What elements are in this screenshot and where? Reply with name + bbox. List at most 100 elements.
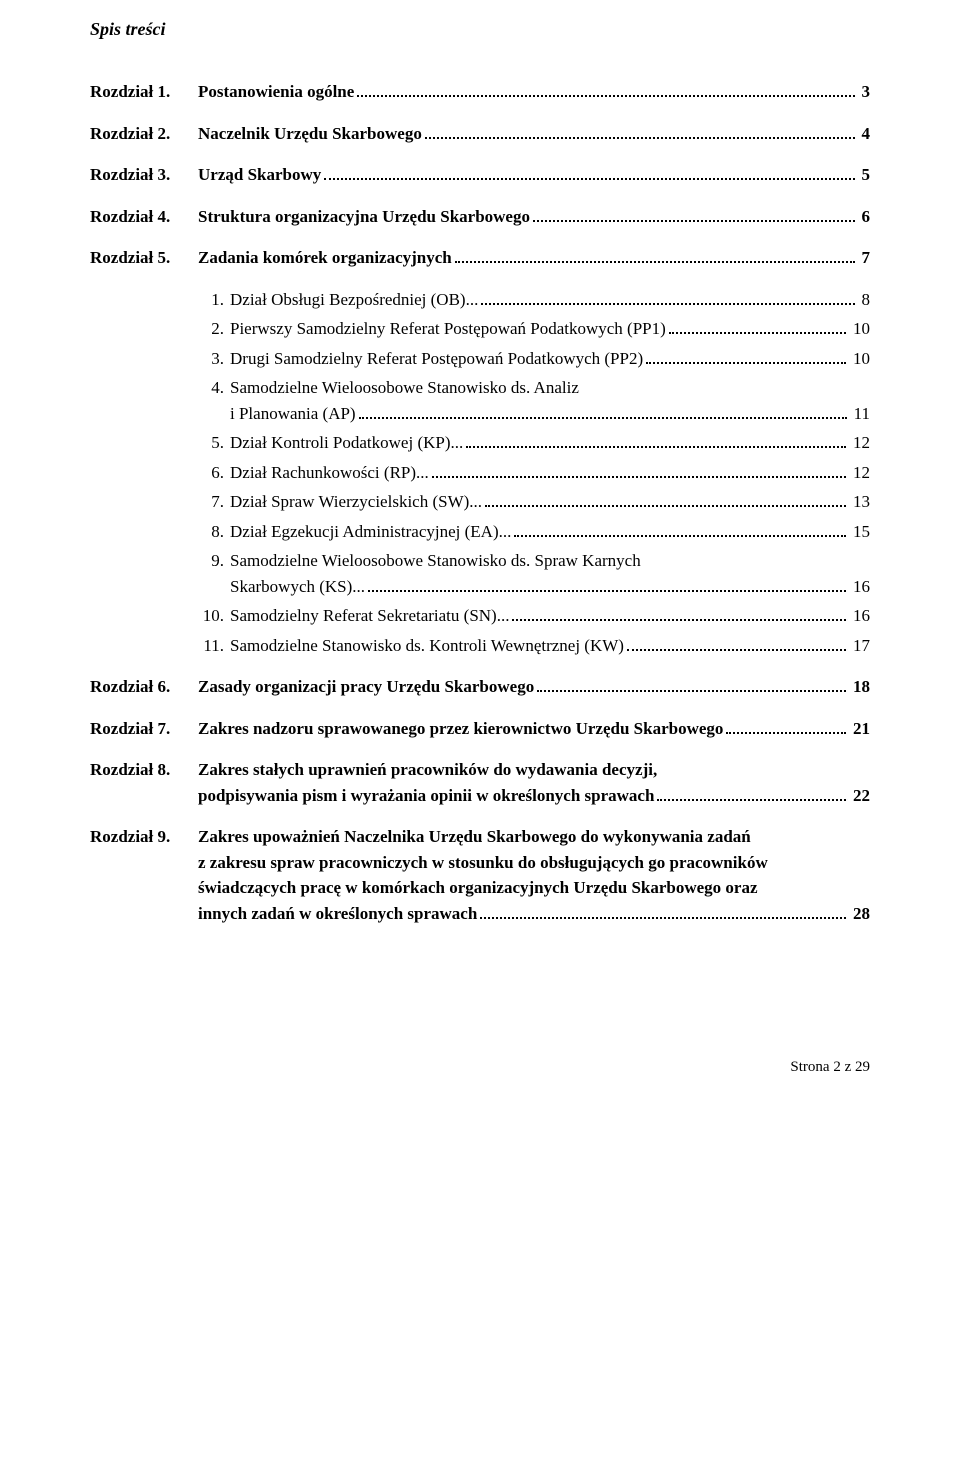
subitem-page: 12 <box>849 430 870 456</box>
chapter-title: Struktura organizacyjna Urzędu Skarboweg… <box>198 204 530 230</box>
chapter-title: Zasady organizacji pracy Urzędu Skarbowe… <box>198 674 534 700</box>
subitem-number: 4. <box>198 375 230 401</box>
leader-dots <box>359 407 847 419</box>
leader-dots <box>485 495 846 507</box>
toc-subitem: 6.Dział Rachunkowości (RP)... 12 <box>198 460 870 486</box>
subitem-number: 5. <box>198 430 230 456</box>
leader-dots <box>537 680 846 692</box>
chapter-page: 18 <box>849 674 870 700</box>
toc-chapter-row: Rozdział 8.Zakres stałych uprawnień prac… <box>90 757 870 808</box>
leader-dots <box>726 722 846 734</box>
toc-subitem: 1.Dział Obsługi Bezpośredniej (OB)... 8 <box>198 287 870 313</box>
leader-dots <box>669 322 846 334</box>
subitem-page: 10 <box>849 346 870 372</box>
subitem-page: 10 <box>849 316 870 342</box>
subitem-text: Dział Rachunkowości (RP)... <box>230 460 429 486</box>
leader-dots <box>466 436 846 448</box>
chapter-title: Zadania komórek organizacyjnych <box>198 245 452 271</box>
subitem-number: 1. <box>198 287 230 313</box>
toc-chapter-row: Rozdział 9.Zakres upoważnień Naczelnika … <box>90 824 870 926</box>
subitem-page: 15 <box>849 519 870 545</box>
subitem-number: 10. <box>198 603 230 629</box>
subitem-number: 2. <box>198 316 230 342</box>
leader-dots <box>368 580 846 592</box>
chapter-label: Rozdział 9. <box>90 824 198 850</box>
toc-subitem: 3.Drugi Samodzielny Referat Postępowań P… <box>198 346 870 372</box>
toc-chapter-row: Rozdział 4.Struktura organizacyjna Urzęd… <box>90 204 870 230</box>
chapter-label: Rozdział 3. <box>90 162 198 188</box>
subitem-page: 16 <box>849 603 870 629</box>
subitem-text: Dział Egzekucji Administracyjnej (EA)... <box>230 519 511 545</box>
toc-subitem: 5.Dział Kontroli Podatkowej (KP)... 12 <box>198 430 870 456</box>
chapter-title: świadczących pracę w komórkach organizac… <box>198 875 758 901</box>
chapter-page: 21 <box>849 716 870 742</box>
chapter-title: Urząd Skarbowy <box>198 162 321 188</box>
toc-chapter-row: Rozdział 1.Postanowienia ogólne3 <box>90 79 870 105</box>
toc-subitem: 4.Samodzielne Wieloosobowe Stanowisko ds… <box>198 375 870 426</box>
subitem-page: 13 <box>849 489 870 515</box>
chapter-label: Rozdział 1. <box>90 79 198 105</box>
leader-dots <box>512 609 846 621</box>
chapter-page: 28 <box>849 901 870 927</box>
subitem-number: 8. <box>198 519 230 545</box>
chapter-label: Rozdział 5. <box>90 245 198 271</box>
toc-subitem: 2.Pierwszy Samodzielny Referat Postępowa… <box>198 316 870 342</box>
chapter-label: Rozdział 6. <box>90 674 198 700</box>
toc-subitem: 9.Samodzielne Wieloosobowe Stanowisko ds… <box>198 548 870 599</box>
subitem-page: 17 <box>849 633 870 659</box>
leader-dots <box>425 127 855 139</box>
toc-chapters-bottom: Rozdział 6.Zasady organizacji pracy Urzę… <box>90 674 870 926</box>
subitem-text: Dział Kontroli Podatkowej (KP)... <box>230 430 463 456</box>
leader-dots <box>324 168 854 180</box>
leader-dots <box>432 466 846 478</box>
chapter-title: Zakres stałych uprawnień pracowników do … <box>198 757 657 783</box>
subitem-text: Samodzielne Wieloosobowe Stanowisko ds. … <box>230 548 641 574</box>
chapter-title: Postanowienia ogólne <box>198 79 354 105</box>
chapter-title: Zakres nadzoru sprawowanego przez kierow… <box>198 716 723 742</box>
chapter-label: Rozdział 7. <box>90 716 198 742</box>
toc-sublist: 1.Dział Obsługi Bezpośredniej (OB)... 8 2.… <box>198 287 870 659</box>
chapter-page: 6 <box>858 204 871 230</box>
subitem-number: 6. <box>198 460 230 486</box>
subitem-number: 3. <box>198 346 230 372</box>
chapter-title: Naczelnik Urzędu Skarbowego <box>198 121 422 147</box>
chapter-page: 22 <box>849 783 870 809</box>
subitem-number: 9. <box>198 548 230 574</box>
chapter-page: 7 <box>858 245 871 271</box>
subitem-text: Dział Spraw Wierzycielskich (SW)... <box>230 489 482 515</box>
subitem-text: Skarbowych (KS)... <box>230 574 365 600</box>
subitem-text: i Planowania (AP) <box>230 401 356 427</box>
leader-dots <box>657 789 846 801</box>
toc-subitem: 8.Dział Egzekucji Administracyjnej (EA).… <box>198 519 870 545</box>
leader-dots <box>357 85 854 97</box>
subitem-text: Pierwszy Samodzielny Referat Postępowań … <box>230 316 666 342</box>
toc-header: Spis treści <box>90 16 870 43</box>
toc-chapter-row: Rozdział 5.Zadania komórek organizacyjny… <box>90 245 870 271</box>
toc-chapter-row: Rozdział 7.Zakres nadzoru sprawowanego p… <box>90 716 870 742</box>
chapter-page: 5 <box>858 162 871 188</box>
leader-dots <box>533 210 855 222</box>
chapter-title: innych zadań w określonych sprawach <box>198 901 477 927</box>
toc-subitem: 7.Dział Spraw Wierzycielskich (SW)... 13 <box>198 489 870 515</box>
toc-subitem: 10.Samodzielny Referat Sekretariatu (SN)… <box>198 603 870 629</box>
subitem-text: Samodzielne Stanowisko ds. Kontroli Wewn… <box>230 633 624 659</box>
chapter-page: 4 <box>858 121 871 147</box>
leader-dots <box>646 352 846 364</box>
page-footer: Strona 2 z 29 <box>90 1056 870 1079</box>
subitem-number: 7. <box>198 489 230 515</box>
subitem-page: 8 <box>858 287 871 313</box>
leader-dots <box>481 293 854 305</box>
subitem-text: Dział Obsługi Bezpośredniej (OB)... <box>230 287 478 313</box>
toc-chapter-row: Rozdział 6.Zasady organizacji pracy Urzę… <box>90 674 870 700</box>
subitem-number: 11. <box>198 633 230 659</box>
subitem-page: 11 <box>850 401 870 427</box>
leader-dots <box>455 251 855 263</box>
toc-chapters-top: Rozdział 1.Postanowienia ogólne3Rozdział… <box>90 79 870 271</box>
chapter-title: Zakres upoważnień Naczelnika Urzędu Skar… <box>198 824 751 850</box>
subitem-text: Samodzielny Referat Sekretariatu (SN)... <box>230 603 509 629</box>
leader-dots <box>627 639 846 651</box>
subitem-page: 16 <box>849 574 870 600</box>
subitem-page: 12 <box>849 460 870 486</box>
chapter-title: z zakresu spraw pracowniczych w stosunku… <box>198 850 768 876</box>
subitem-text: Samodzielne Wieloosobowe Stanowisko ds. … <box>230 375 579 401</box>
